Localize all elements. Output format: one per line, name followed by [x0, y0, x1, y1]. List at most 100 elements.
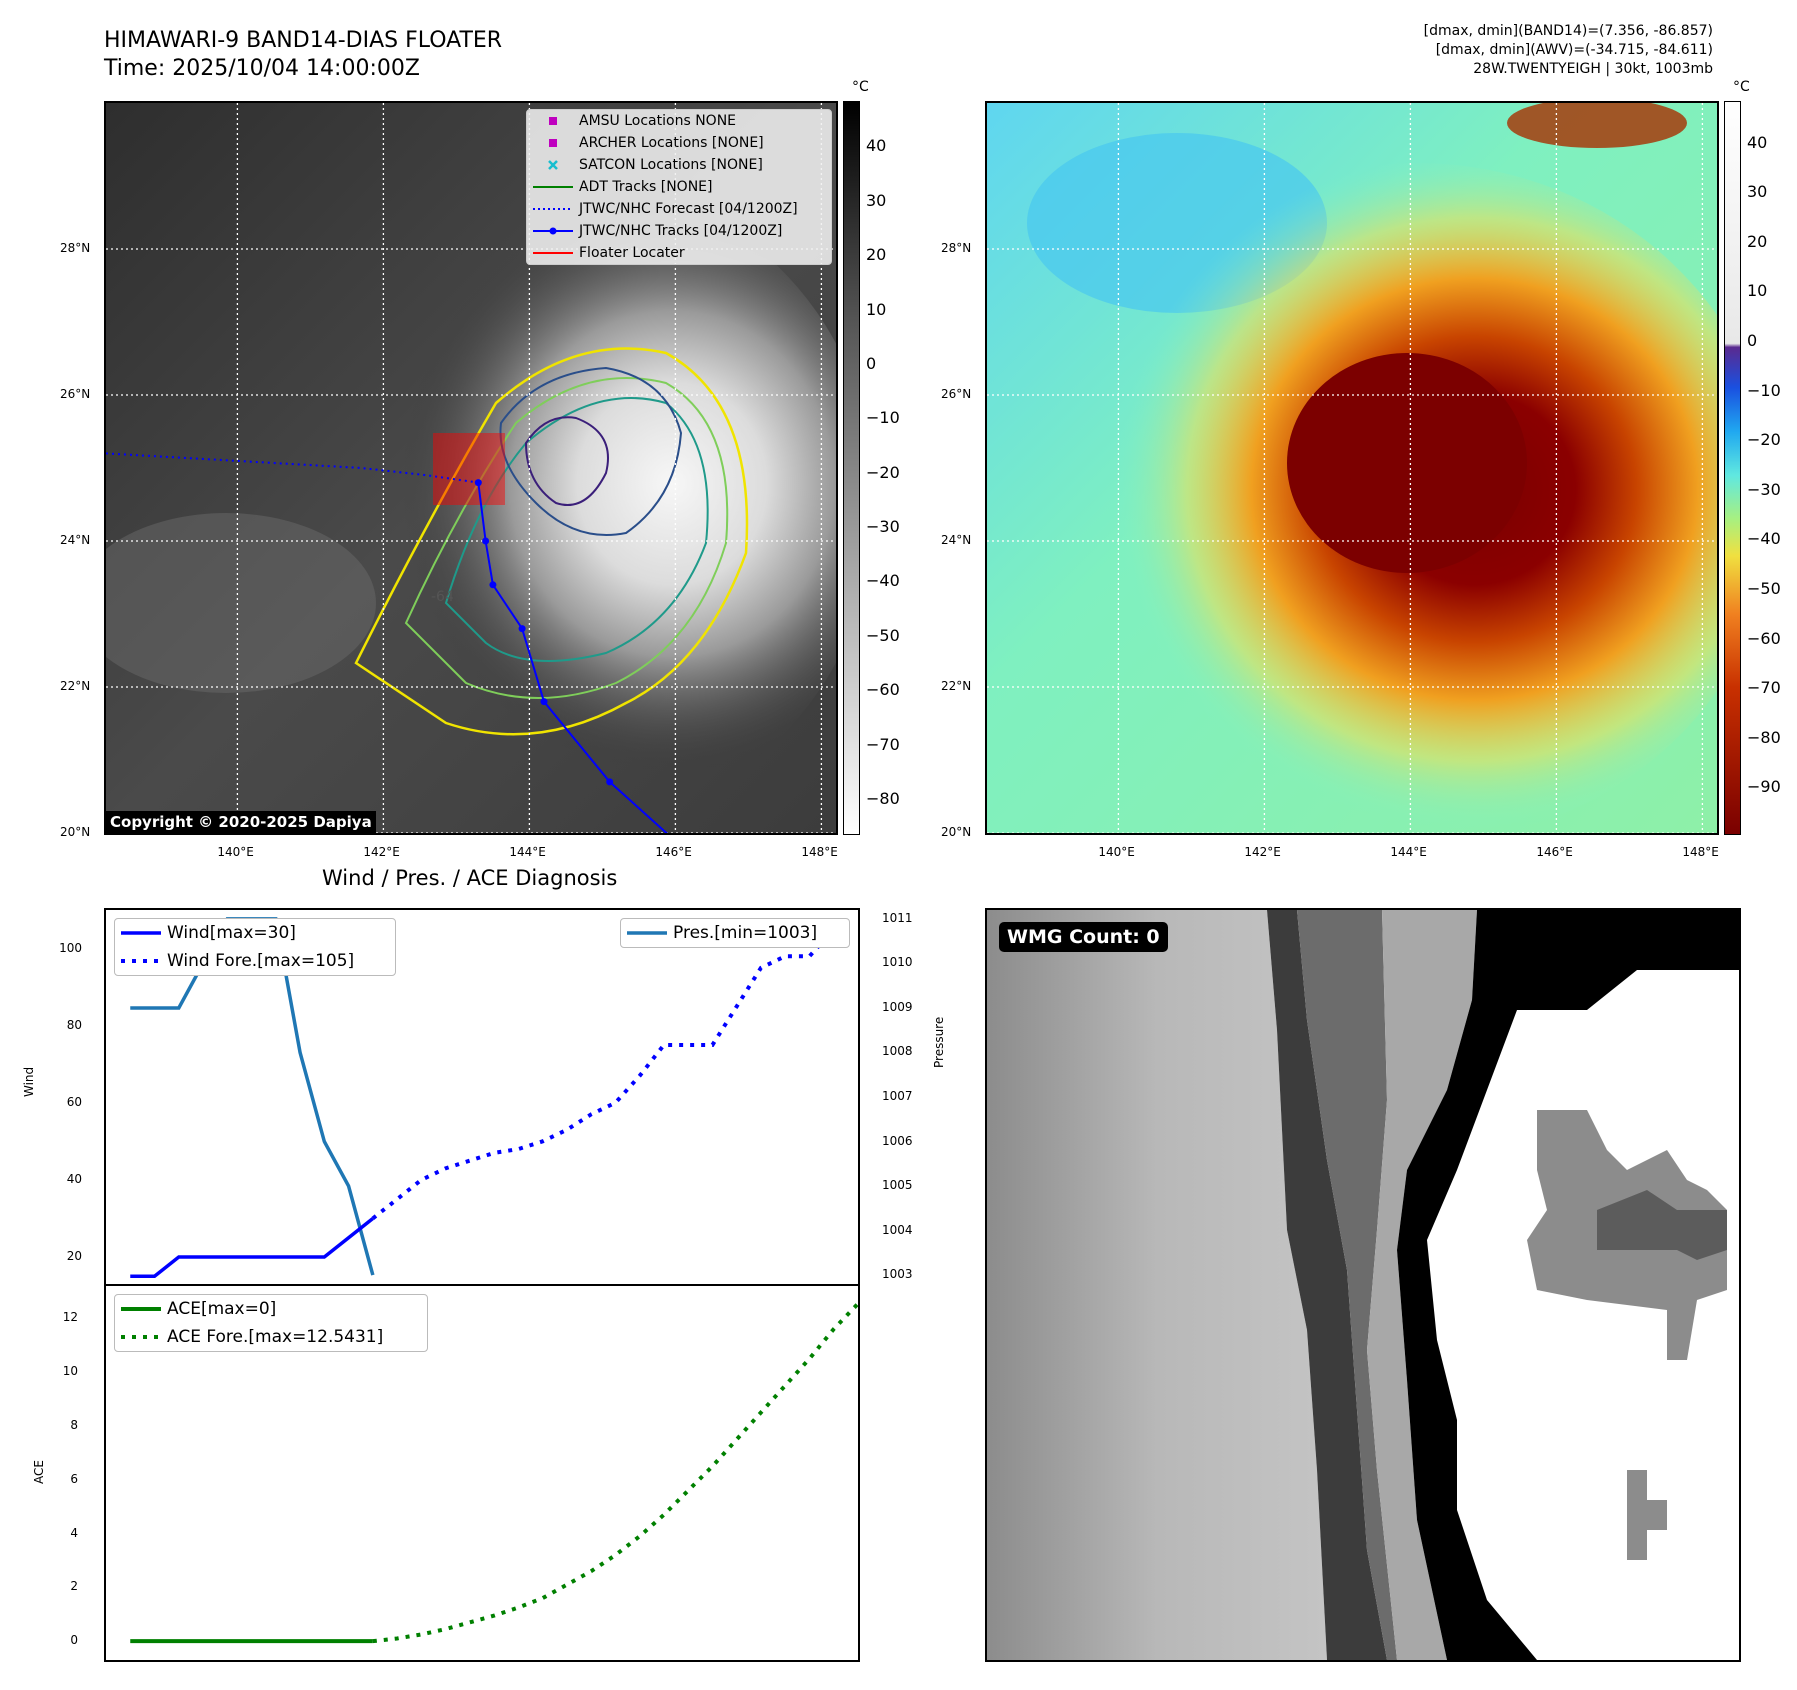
- awv-map: [987, 103, 1717, 833]
- track-point: [489, 581, 497, 589]
- colorbar-tick: 10: [866, 299, 887, 319]
- wmg-panel[interactable]: WMG Count: 0: [985, 908, 1741, 1662]
- wind-pres-panel[interactable]: Wind[max=30] Wind Fore.[max=105] Pres.[m…: [104, 908, 860, 1286]
- colorbar-tick: 0: [1747, 331, 1758, 351]
- colorbar-tick: −20: [866, 462, 900, 482]
- pressure-tick: 1007: [882, 1089, 913, 1103]
- map-legend-label: SATCON Locations [NONE]: [579, 157, 763, 173]
- map-legend-label: Floater Locater: [579, 245, 685, 261]
- lat-label: 20°N: [941, 825, 972, 839]
- wmg-mid-band: [1297, 910, 1397, 1660]
- lon-label: 142°E: [1244, 845, 1281, 859]
- legend-ace: ACE[max=0]: [115, 1295, 427, 1323]
- colorbar-tick: −30: [866, 517, 900, 537]
- info-line-awv: [dmax, dmin](AWV)=(-34.715, -84.611): [1435, 42, 1713, 58]
- wmg-image: [987, 910, 1739, 1660]
- ace-tick: 0: [70, 1633, 78, 1648]
- ace-legend: ACE[max=0] ACE Fore.[max=12.5431]: [114, 1294, 428, 1352]
- square-icon: [533, 115, 573, 127]
- chart-time: Time: 2025/10/04 14:00:00Z: [104, 56, 420, 81]
- pressure-ylabel: Pressure: [932, 1016, 946, 1068]
- lat-label: 22°N: [941, 679, 972, 693]
- dotted-icon: [533, 206, 573, 212]
- lon-label: 140°E: [217, 845, 254, 859]
- ace-tick: 10: [62, 1364, 78, 1379]
- legend-wind: Wind[max=30]: [115, 919, 395, 947]
- colorbar-tick: −80: [1747, 727, 1781, 747]
- lat-label: 24°N: [60, 533, 91, 547]
- colorbar-tick: −40: [866, 571, 900, 591]
- wmg-small-patch: [1627, 1470, 1667, 1560]
- ace-panel[interactable]: ACE[max=0] ACE Fore.[max=12.5431]: [104, 1284, 860, 1662]
- ace-tick: 8: [70, 1417, 78, 1432]
- lat-label: 20°N: [60, 825, 91, 839]
- map-legend-item: Floater Locater: [527, 242, 831, 264]
- colorbar-left-unit: °C: [852, 79, 869, 95]
- wmg-count-label: WMG Count: 0: [999, 922, 1168, 952]
- awv-map-panel[interactable]: [985, 101, 1719, 835]
- colorbar-tick: −30: [1747, 479, 1781, 499]
- line-icon: [533, 184, 573, 190]
- info-block: [dmax, dmin](BAND14)=(7.356, -86.857) [d…: [1424, 22, 1713, 79]
- chart-title: HIMAWARI-9 BAND14-DIAS FLOATER: [104, 28, 503, 53]
- colorbar-tick: 30: [866, 190, 887, 210]
- line-icon: [533, 250, 573, 256]
- colorbar-tick: 40: [866, 136, 887, 156]
- wind-tick: 60: [66, 1094, 82, 1109]
- north-cloud-awv: [1507, 103, 1687, 148]
- pressure-tick: 1010: [882, 955, 913, 970]
- legend-ace-label: ACE[max=0]: [167, 1299, 277, 1319]
- colorbar-tick: 30: [1747, 182, 1768, 202]
- legend-ace-fore-label: ACE Fore.[max=12.5431]: [167, 1327, 384, 1347]
- map-legend-item: ARCHER Locations [NONE]: [527, 132, 831, 154]
- lon-label: 144°E: [1390, 845, 1427, 859]
- pressure-tick: 1006: [882, 1133, 913, 1148]
- map-legend: AMSU Locations NONE ARCHER Locations [NON…: [526, 109, 832, 265]
- legend-wind-fore-label: Wind Fore.[max=105]: [167, 951, 355, 971]
- lon-label: 146°E: [1536, 845, 1573, 859]
- pressure-tick: 1011: [882, 910, 913, 925]
- map-legend-item: JTWC/NHC Forecast [04/1200Z]: [527, 198, 831, 220]
- pres-legend: Pres.[min=1003]: [620, 918, 850, 948]
- lon-label: 148°E: [1682, 845, 1719, 859]
- track-point: [518, 625, 526, 633]
- wmg-light-band: [1367, 910, 1477, 1660]
- colorbar-tick: 10: [1747, 281, 1768, 301]
- colorbar-tick: −40: [1747, 529, 1781, 549]
- jtwc-track-points: [474, 479, 614, 786]
- contour-green: [404, 377, 729, 699]
- ace-ylabel: ACE: [32, 1460, 46, 1484]
- diagnosis-title: Wind / Pres. / ACE Diagnosis: [322, 866, 618, 890]
- info-line-storm: 28W.TWENTYEIGH | 30kt, 1003mb: [1473, 61, 1713, 77]
- map-legend-label: AMSU Locations NONE: [579, 113, 737, 129]
- colorbar-tick: −80: [866, 788, 900, 808]
- wmg-black-band: [1397, 910, 1739, 1660]
- wmg-dark-band: [1267, 910, 1387, 1660]
- map-legend-label: ADT Tracks [NONE]: [579, 179, 713, 195]
- map-legend-item: SATCON Locations [NONE]: [527, 154, 831, 176]
- copyright-label: Copyright © 2020-2025 Dapiya: [106, 811, 376, 833]
- map-legend-item: JTWC/NHC Tracks [04/1200Z]: [527, 220, 831, 242]
- wind-series-line: [130, 1217, 374, 1279]
- jtwc-forecast-line: [106, 452, 479, 484]
- ace-tick: 2: [70, 1579, 78, 1594]
- wind-tick: 20: [66, 1249, 82, 1263]
- contour-teal-inner: [499, 366, 683, 536]
- colorbar-tick: −20: [1747, 430, 1781, 450]
- wind-legend: Wind[max=30] Wind Fore.[max=105]: [114, 918, 396, 976]
- lat-label: 22°N: [60, 679, 91, 693]
- storm-core-awv: [1287, 353, 1527, 573]
- ace-plot: [130, 1302, 858, 1644]
- band14-map-panel[interactable]: -64 AMSU Locations NONE ARCHER Locations …: [104, 101, 838, 835]
- ace-forecast-line: [372, 1302, 858, 1644]
- x-icon: [533, 159, 573, 171]
- colorbar-left: [843, 101, 860, 835]
- awv-gridlines: [987, 103, 1717, 833]
- colorbar-tick: −50: [866, 625, 900, 645]
- track-point: [606, 778, 614, 786]
- pressure-tick: 1005: [882, 1178, 913, 1193]
- legend-wind-label: Wind[max=30]: [167, 923, 296, 943]
- track-point: [540, 698, 548, 706]
- colorbar-tick: −70: [1747, 678, 1781, 698]
- wind-tick: 100: [59, 940, 82, 955]
